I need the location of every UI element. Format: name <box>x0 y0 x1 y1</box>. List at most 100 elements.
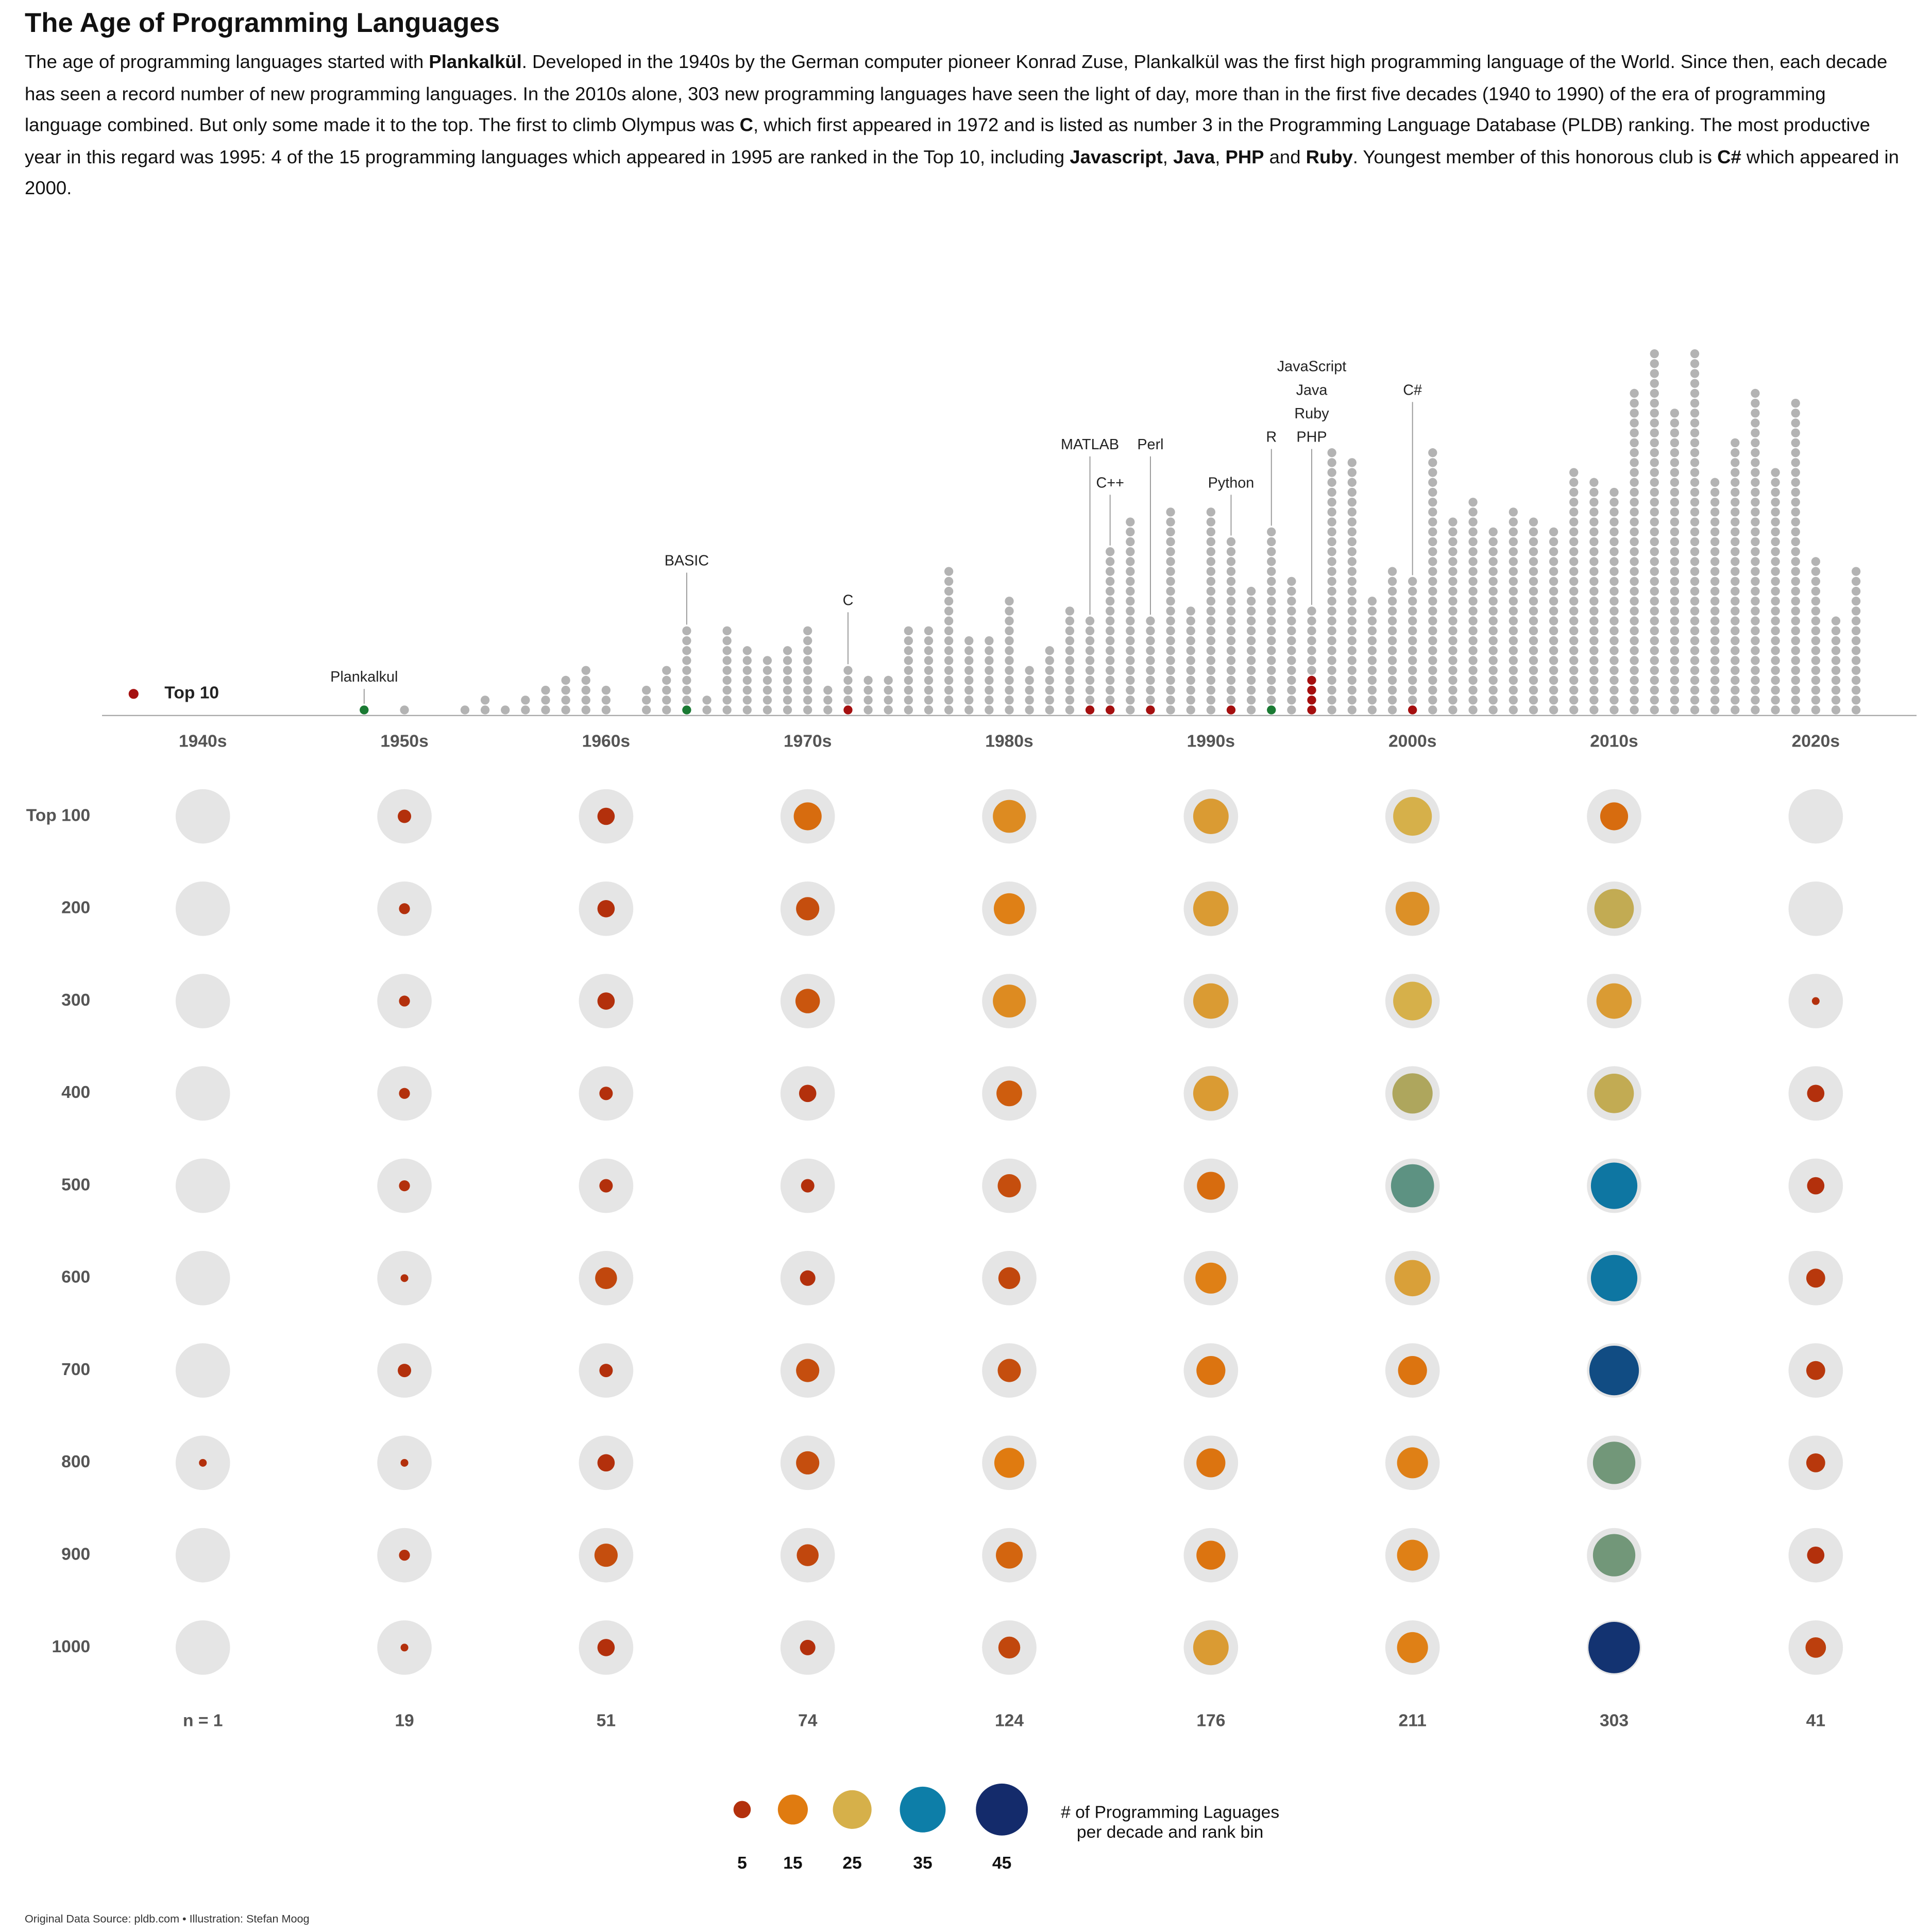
dot <box>1549 636 1558 646</box>
dot <box>1851 705 1861 715</box>
dot <box>1690 537 1700 547</box>
row-label: 700 <box>61 1360 90 1379</box>
dot <box>1126 626 1135 636</box>
dot <box>1106 666 1115 675</box>
dot <box>1751 478 1760 487</box>
dot <box>1448 616 1458 625</box>
dot <box>1731 577 1740 586</box>
annotation: BASIC <box>665 553 709 569</box>
bubble <box>995 1541 1023 1569</box>
dot <box>1226 675 1236 685</box>
top10-dots <box>1307 675 1316 715</box>
legend-value: 5 <box>737 1854 747 1873</box>
dot <box>1468 557 1478 566</box>
dot <box>1549 586 1558 596</box>
dot <box>1710 636 1720 646</box>
dot <box>1630 418 1639 428</box>
dot <box>1851 586 1861 596</box>
dot <box>1690 517 1700 527</box>
dot <box>1650 606 1659 616</box>
dot <box>1589 507 1599 517</box>
dot <box>1186 646 1195 655</box>
dot <box>1126 675 1135 685</box>
dot <box>1650 557 1659 566</box>
dot <box>1468 517 1478 527</box>
dot-column <box>1106 547 1115 715</box>
dot <box>1751 666 1760 675</box>
dot-column <box>1690 349 1700 715</box>
dot <box>1428 557 1437 566</box>
dot <box>904 626 913 636</box>
dot <box>1569 517 1579 527</box>
dot <box>1367 646 1377 655</box>
dot-column <box>1267 527 1276 715</box>
dot <box>1226 626 1236 636</box>
dot <box>1287 606 1296 616</box>
dot <box>783 656 792 665</box>
dot <box>783 675 792 685</box>
dot <box>803 666 812 675</box>
dot <box>1751 606 1760 616</box>
dot <box>1206 616 1215 625</box>
dot <box>1670 468 1680 477</box>
dot <box>1771 656 1780 665</box>
subtitle-part: C# <box>1717 147 1741 168</box>
bubble <box>997 1359 1021 1382</box>
dot <box>1710 577 1720 586</box>
dot <box>1650 428 1659 437</box>
dot <box>1609 626 1619 636</box>
dot <box>1226 557 1236 566</box>
dot <box>884 675 893 685</box>
dot <box>1488 567 1498 576</box>
dot <box>1206 636 1215 646</box>
dot <box>1206 567 1215 576</box>
dot <box>1731 487 1740 497</box>
dot-column <box>1367 597 1377 715</box>
dot <box>1529 606 1538 616</box>
dot <box>1347 537 1357 547</box>
dot <box>1287 656 1296 665</box>
dot <box>1246 675 1256 685</box>
dot <box>1307 616 1316 625</box>
dot <box>1791 597 1800 606</box>
dot <box>1791 458 1800 467</box>
dot <box>1166 507 1175 517</box>
dot <box>1287 705 1296 715</box>
dot-column <box>1811 557 1820 715</box>
dot <box>1327 498 1336 507</box>
dot <box>1246 606 1256 616</box>
dot <box>1589 537 1599 547</box>
dot-column <box>1831 616 1841 715</box>
dot <box>1831 705 1841 715</box>
dot <box>1428 567 1437 576</box>
dot <box>1226 636 1236 646</box>
bubble <box>799 1084 817 1103</box>
dot <box>1186 675 1195 685</box>
dot <box>1166 537 1175 547</box>
bubble <box>1806 1453 1825 1472</box>
dot <box>1287 666 1296 675</box>
dot <box>1630 705 1639 715</box>
dot <box>1367 597 1377 606</box>
dot <box>1045 696 1054 705</box>
dot <box>1731 547 1740 556</box>
dot <box>1751 616 1760 625</box>
dot <box>1791 537 1800 547</box>
dot <box>1710 527 1720 536</box>
dot <box>1005 606 1014 616</box>
dot <box>1206 597 1215 606</box>
dot <box>1791 438 1800 448</box>
row-label: 800 <box>61 1452 90 1471</box>
dot <box>1408 656 1417 665</box>
dot <box>904 666 913 675</box>
dot <box>1206 626 1215 636</box>
cell-background <box>175 1620 230 1675</box>
dot <box>1045 666 1054 675</box>
cell-background <box>175 1528 230 1583</box>
bubble <box>1398 1355 1427 1385</box>
dot <box>1327 606 1336 616</box>
dot <box>1106 636 1115 646</box>
dot <box>1650 616 1659 625</box>
bubble <box>1590 1162 1638 1209</box>
dot <box>1085 656 1095 665</box>
